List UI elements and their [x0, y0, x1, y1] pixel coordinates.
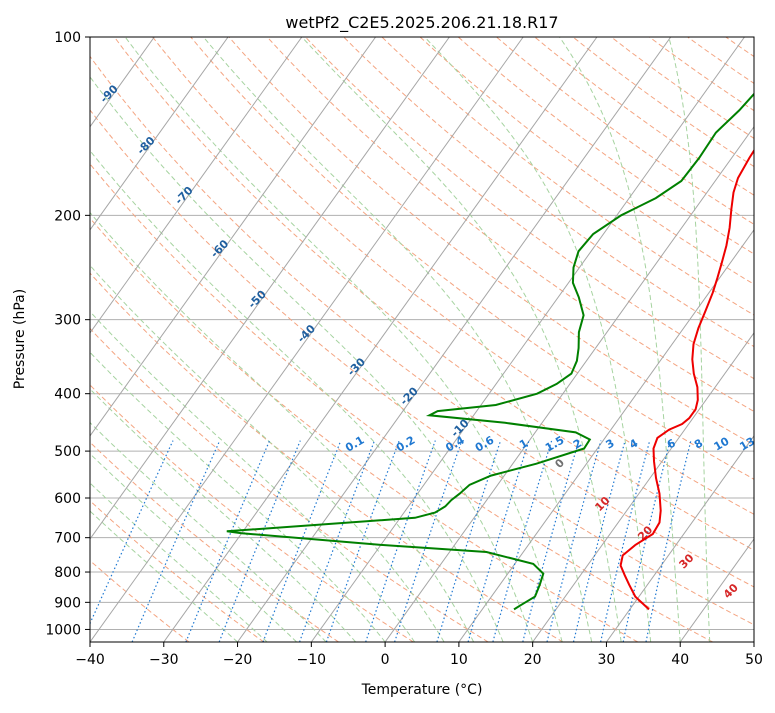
x-tick-label: −40 — [75, 652, 105, 668]
mixing-ratio-line — [547, 441, 601, 642]
moist-adiabat — [0, 37, 385, 642]
isotherm-label: -30 — [345, 355, 368, 378]
isotherm-line — [0, 37, 302, 642]
mixing-ratio-label: 3 — [603, 437, 616, 452]
moist-adiabat — [0, 37, 297, 642]
dry-adiabat — [0, 37, 339, 642]
moist-adiabat — [560, 37, 681, 642]
x-tick-label: 0 — [381, 652, 390, 668]
plot-frame — [90, 37, 754, 642]
mixing-ratio-label: 6 — [665, 436, 678, 451]
mixing-ratio-line — [437, 441, 501, 642]
isotherm-line — [385, 37, 775, 642]
moist-adiabat-label: 40 — [721, 581, 741, 601]
dry-adiabat — [688, 37, 775, 642]
background-lines — [0, 37, 775, 642]
mixing-ratio-line — [186, 441, 270, 642]
dry-adiabat — [0, 37, 488, 642]
x-axis-label: Temperature (°C) — [361, 682, 483, 698]
isotherm-line — [754, 37, 775, 642]
dry-adiabat — [649, 37, 775, 642]
mixing-ratio-line — [468, 441, 529, 642]
mixing-ratio-line — [82, 441, 173, 642]
y-tick-label: 800 — [54, 565, 81, 581]
y-tick-label: 400 — [54, 387, 81, 403]
isotherm-line — [0, 37, 7, 642]
isotherm-label: -90 — [98, 82, 121, 105]
y-tick-label: 900 — [54, 595, 81, 611]
y-tick-label: 1000 — [45, 622, 81, 638]
isotherm-label: -20 — [398, 384, 421, 407]
dry-adiabat — [267, 37, 775, 642]
dry-adiabat — [0, 37, 264, 642]
isotherm-label: -60 — [208, 237, 231, 260]
isotherm-line — [164, 37, 597, 642]
mixing-ratio-label: 4 — [627, 436, 640, 451]
x-tick-label: 30 — [598, 652, 616, 668]
dry-adiabat — [344, 37, 775, 642]
y-tick-label: 500 — [54, 444, 81, 460]
dry-adiabat — [76, 37, 775, 642]
chart-title: wetPf2_C2E5.2025.206.21.18.R17 — [285, 13, 558, 33]
dry-adiabat — [0, 37, 638, 642]
moist-adiabat — [0, 37, 238, 642]
moist-adiabat-label: 30 — [677, 551, 697, 571]
moist-adiabat — [0, 37, 415, 642]
isotherm-label: -70 — [172, 184, 195, 207]
dry-adiabat — [726, 37, 775, 642]
isotherm-line — [459, 37, 775, 642]
mixing-ratio-line — [646, 441, 691, 642]
isotherm-line — [0, 37, 228, 642]
x-tick-label: −20 — [223, 652, 253, 668]
x-tick-label: 50 — [745, 652, 763, 668]
y-tick-label: 700 — [54, 531, 81, 547]
isotherm-line — [16, 37, 449, 642]
x-tick-label: 10 — [450, 652, 468, 668]
x-tick-label: −30 — [149, 652, 179, 668]
moist-adiabat — [10, 37, 503, 642]
mixing-ratio-line — [493, 441, 552, 642]
isotherm-line — [311, 37, 744, 642]
x-tick-label: −10 — [297, 652, 327, 668]
isotherm-label: -50 — [246, 288, 269, 311]
y-tick-label: 300 — [54, 313, 81, 329]
y-tick-label: 200 — [54, 208, 81, 224]
moist-adiabat — [0, 37, 444, 642]
y-axis-label: Pressure (hPa) — [12, 289, 28, 389]
dry-adiabat — [764, 37, 775, 642]
mixing-ratio-line — [623, 441, 670, 642]
x-tick-label: 20 — [524, 652, 542, 668]
x-tick-label: 40 — [671, 652, 689, 668]
temperature-profile — [621, 37, 775, 609]
dry-adiabat — [458, 37, 775, 642]
mixing-ratio-label: 16 — [758, 434, 775, 453]
mixing-ratio-label: 1 — [517, 437, 530, 452]
dry-adiabat — [0, 37, 413, 642]
y-tick-label: 600 — [54, 491, 81, 507]
y-tick-label: 100 — [54, 30, 81, 46]
isotherm-label: -100 — [44, 47, 73, 76]
moist-adiabat — [204, 37, 592, 642]
dry-adiabat — [535, 37, 775, 642]
